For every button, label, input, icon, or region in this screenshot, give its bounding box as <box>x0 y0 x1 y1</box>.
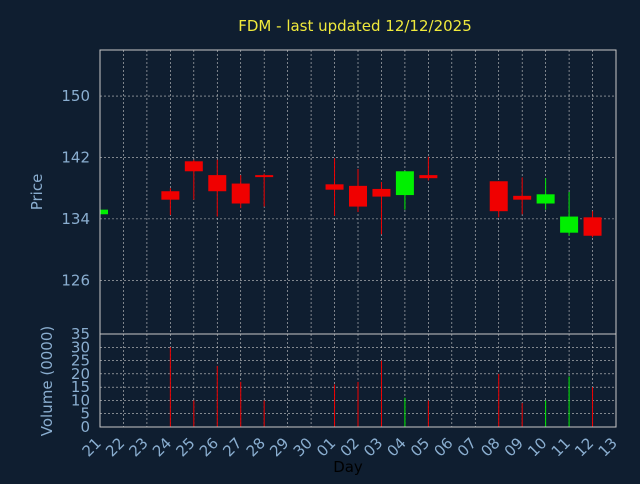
candles <box>99 156 602 238</box>
volume-tick-label: 25 <box>71 352 90 370</box>
candle-body <box>325 184 344 190</box>
candle-body <box>560 216 579 233</box>
x-tick-label: 21 <box>79 434 105 460</box>
volume-tick-label: 35 <box>71 325 90 343</box>
candle-08 <box>489 181 508 218</box>
x-tick-label: 10 <box>524 434 550 460</box>
x-axis-label: Day <box>333 458 363 476</box>
x-tick-label: 07 <box>454 434 480 460</box>
candle-body <box>100 209 108 215</box>
x-tick-label: 06 <box>430 434 456 460</box>
plot-frames <box>99 49 617 428</box>
x-tick-label: 02 <box>337 434 363 460</box>
candle-01 <box>325 158 344 216</box>
x-tick-label: 23 <box>126 434 152 460</box>
x-tick-label: 04 <box>384 434 410 460</box>
volume-tick-label: 20 <box>71 365 90 383</box>
candle-body <box>208 175 227 192</box>
candle-25 <box>184 159 203 200</box>
x-tick-label: 05 <box>407 434 433 460</box>
candle-09 <box>513 177 532 215</box>
candle-body <box>536 194 555 204</box>
volume-tick-label: 15 <box>71 378 90 396</box>
candle-body <box>489 181 508 212</box>
candle-05 <box>419 156 438 181</box>
price-tick-label: 150 <box>61 87 90 105</box>
candle-body <box>255 175 274 178</box>
x-tick-label: 29 <box>266 434 292 460</box>
candle-body <box>395 171 414 196</box>
x-tick-label: 26 <box>196 434 222 460</box>
price-tick-label: 126 <box>61 271 90 289</box>
price-tick-labels: 126 134 142 150 <box>61 87 90 289</box>
candle-26 <box>208 159 227 217</box>
candle-21 <box>99 209 108 216</box>
candle-body <box>349 185 367 207</box>
candle-28 <box>255 173 274 207</box>
price-tick-label: 142 <box>61 148 90 166</box>
volume-tick-label: 10 <box>71 391 90 409</box>
candle-11 <box>560 192 579 236</box>
price-axis-label: Price <box>28 174 46 211</box>
candle-body <box>184 161 203 172</box>
candle-body <box>583 217 602 236</box>
price-tick-label: 134 <box>61 210 90 228</box>
x-tick-label: 08 <box>477 434 503 460</box>
volume-tick-label: 30 <box>71 338 90 356</box>
candle-02 <box>349 168 367 212</box>
x-tick-label: 24 <box>149 434 175 460</box>
candle-03 <box>372 182 391 235</box>
candle-body <box>161 191 180 200</box>
candle-body <box>372 188 391 197</box>
volume-tick-label: 0 <box>80 418 90 436</box>
x-tick-labels: 2122232425262728293001020304050607080910… <box>79 434 621 460</box>
x-tick-label: 13 <box>595 434 621 460</box>
x-tick-label: 11 <box>548 434 574 460</box>
chart-title: FDM - last updated 12/12/2025 <box>238 17 472 35</box>
x-tick-label: 28 <box>243 434 269 460</box>
candle-12 <box>583 211 602 238</box>
candle-10 <box>536 178 555 210</box>
x-tick-label: 09 <box>501 434 527 460</box>
candle-24 <box>161 188 180 216</box>
volume-axis-label: Volume (0000) <box>38 326 56 436</box>
candle-body <box>513 195 532 200</box>
x-tick-label: 12 <box>571 434 597 460</box>
candle-04 <box>395 171 414 210</box>
candle-body <box>231 183 250 204</box>
volume-plot-frame <box>99 333 617 428</box>
x-tick-label: 30 <box>290 434 316 460</box>
x-tick-label: 27 <box>219 434 245 460</box>
volume-tick-label: 5 <box>80 405 90 423</box>
x-tick-label: 01 <box>313 434 339 460</box>
candle-body <box>419 175 438 179</box>
x-tick-label: 22 <box>102 434 128 460</box>
x-tick-label: 25 <box>172 434 198 460</box>
volume-bars <box>169 347 594 427</box>
x-tick-label: 03 <box>360 434 386 460</box>
candle-27 <box>231 175 250 209</box>
